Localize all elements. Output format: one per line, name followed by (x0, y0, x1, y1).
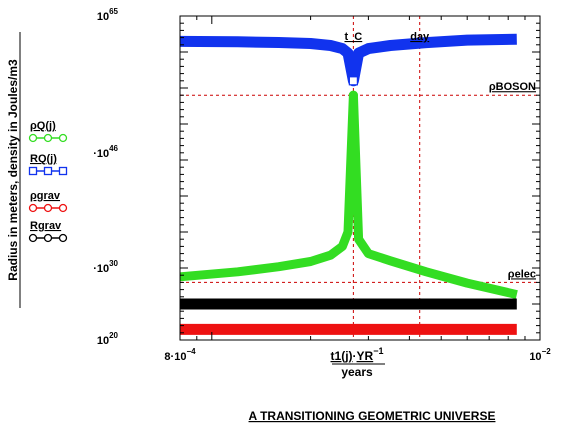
plot-frame (179, 15, 541, 341)
x-axis-denominator: years (341, 365, 373, 379)
plot-data (179, 33, 518, 335)
x-tick-label: 10−2 (529, 347, 551, 363)
y-tick-label: ·1030 (93, 259, 118, 275)
plot-frame-box (179, 15, 541, 341)
legend-label: Rgrav (30, 220, 62, 232)
legend-swatch-marker (43, 233, 53, 243)
legend-label: ρQ(j) (30, 120, 56, 132)
legend-swatch-marker (58, 233, 68, 243)
legend: ρQ(j) RQ(j) ρgrav Rgrav (28, 120, 68, 243)
x-axis-label: t1(j)·YR−1 (331, 346, 384, 363)
y-tick-label: 1020 (97, 331, 119, 347)
series-point-marker (348, 90, 358, 100)
y-tick-label: 1065 (97, 7, 119, 23)
legend-swatch-marker (28, 233, 38, 243)
legend-swatch-marker (58, 166, 68, 176)
vertical-marker-label: t_C (345, 31, 363, 43)
legend-swatch-marker (58, 203, 68, 213)
y-axis-title: Radius in meters, density in Joules/m3 (6, 59, 20, 281)
chart-title: A TRANSITIONING GEOMETRIC UNIVERSE (249, 409, 496, 423)
chart-labels: t_C day ρBOSON ρelec 1065 ·1046 ·1030 1020 8·10−… (6, 7, 551, 423)
y-tick-label: ·1046 (93, 144, 118, 160)
horizontal-marker-label: ρBOSON (489, 81, 536, 93)
series-line (179, 33, 517, 87)
legend-swatch-marker (58, 133, 68, 143)
legend-swatch-marker (28, 166, 38, 176)
horizontal-marker-label: ρelec (508, 268, 536, 280)
vertical-marker-label: day (410, 31, 430, 43)
legend-swatch-marker (43, 203, 53, 213)
series-line (179, 90, 518, 299)
legend-label: RQ(j) (30, 153, 57, 165)
legend-swatch-marker (43, 133, 53, 143)
legend-swatch-marker (43, 166, 53, 176)
series-point-marker (348, 76, 358, 86)
legend-swatch-marker (28, 203, 38, 213)
legend-label: ρgrav (30, 190, 61, 202)
x-tick-label: 8·10−4 (164, 347, 196, 363)
legend-swatch-marker (28, 133, 38, 143)
